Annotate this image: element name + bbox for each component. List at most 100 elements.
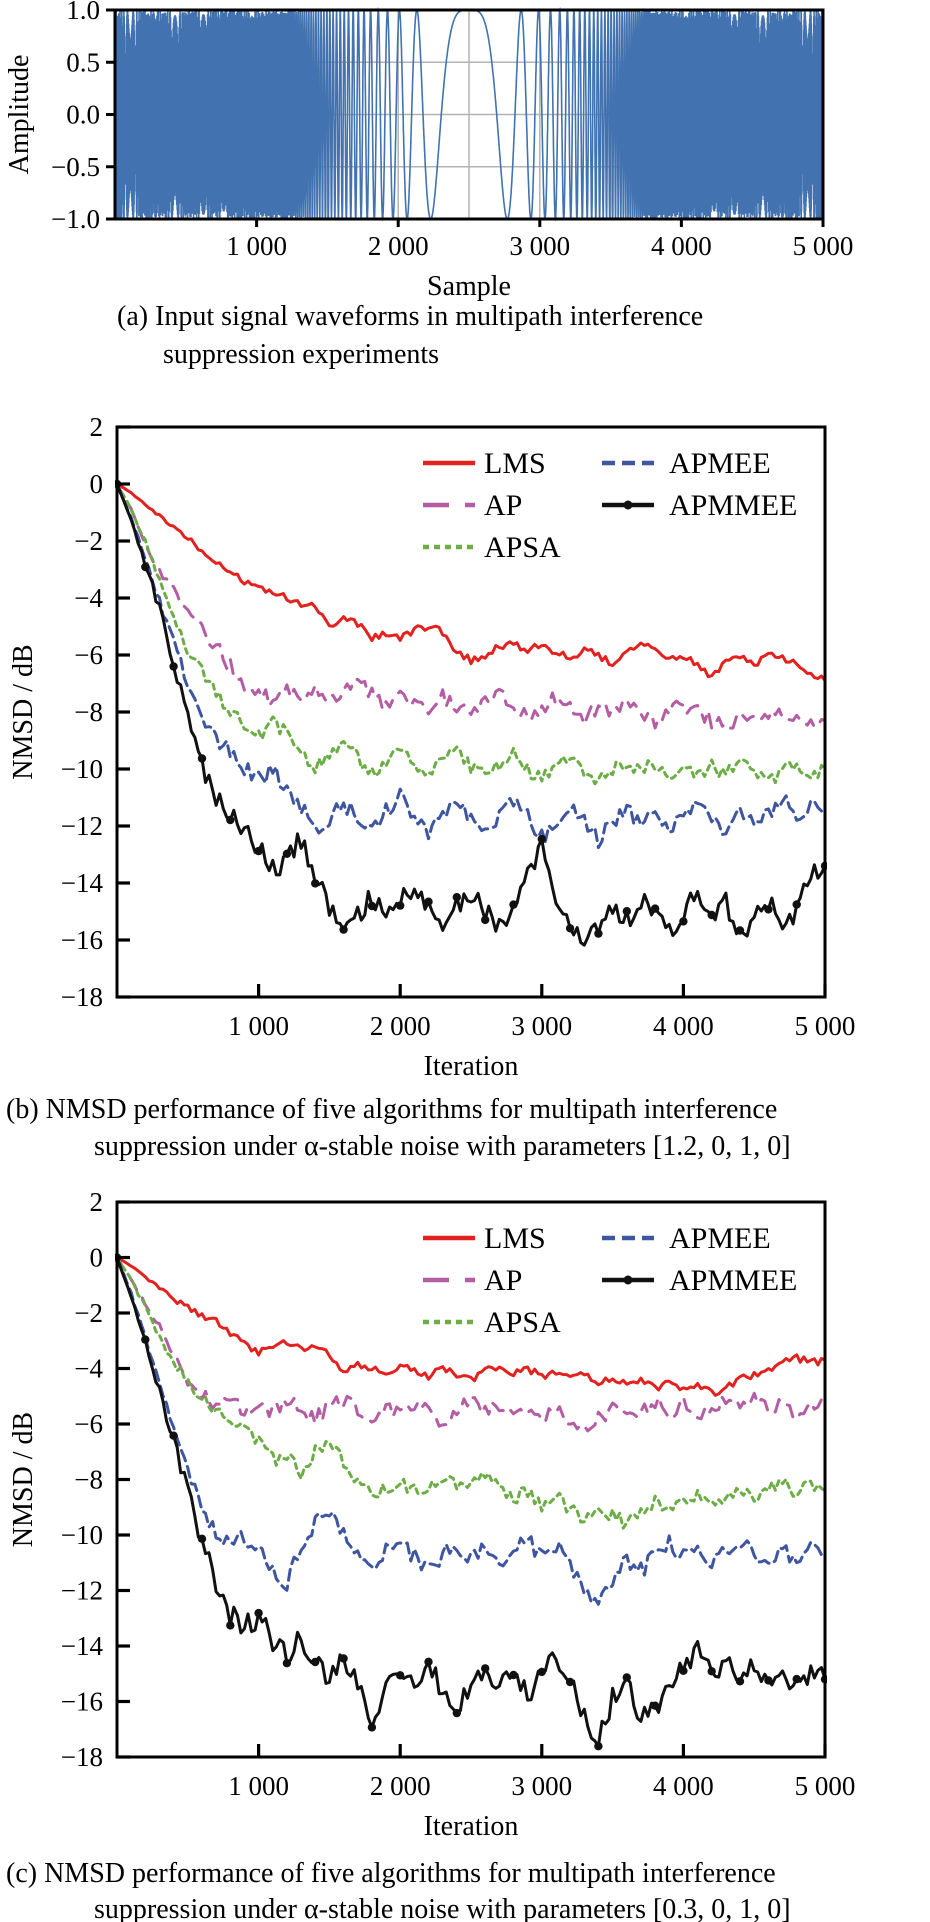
y-tick-label: 2 <box>90 412 104 442</box>
series-AP-path <box>115 482 827 730</box>
marker-dot <box>424 897 433 906</box>
legend-marker-dot <box>623 1275 633 1285</box>
x-tick-label: 4 000 <box>653 1011 714 1041</box>
x-tick-label: 4 000 <box>651 231 712 261</box>
marker-dot <box>792 1674 801 1684</box>
series-APMMEE-markers <box>115 479 827 938</box>
marker-dot <box>226 1621 235 1630</box>
chart-nmsd-b: 2 0 −2 −4 −6 −8 −10 −12 −14 −16 −18 1 000 2 000 3 000… <box>8 412 855 1082</box>
legend-label-AP: AP <box>484 489 522 522</box>
caption-a-line2: suppression experiments <box>163 339 440 370</box>
marker-dot <box>650 904 660 913</box>
series-APMEE-path <box>115 482 827 850</box>
y-tick-label: −16 <box>61 1687 103 1717</box>
y-axis-label: Amplitude <box>4 55 35 175</box>
x-tick-label: 5 000 <box>793 231 854 261</box>
legend: LMS AP APSA APMEE APMMEE <box>423 447 797 564</box>
caption-b-line1: (b) NMSD performance of five algorithms … <box>6 1094 778 1125</box>
x-tick-label: 3 000 <box>511 1011 572 1041</box>
marker-dot <box>226 815 235 825</box>
marker-dot <box>481 915 490 925</box>
x-tick-label: 2 000 <box>370 1011 431 1041</box>
marker-dot <box>509 1670 518 1680</box>
marker-dot <box>679 917 688 926</box>
y-tick-label: −18 <box>61 982 103 1012</box>
plot-area <box>115 479 827 947</box>
series-APMMEE-path <box>115 482 827 947</box>
marker-dot <box>141 1335 150 1344</box>
marker-dot <box>197 1534 207 1544</box>
marker-dot <box>565 1677 575 1687</box>
x-tick-label: 4 000 <box>653 1771 714 1801</box>
y-tick-label: −0.5 <box>51 152 100 182</box>
marker-dot <box>481 1664 490 1673</box>
y-tick-label: −18 <box>61 1742 103 1772</box>
y-tick-label: −2 <box>74 1298 103 1328</box>
y-tick-label: 0 <box>90 1243 104 1273</box>
y-tick-label: −10 <box>61 1520 103 1550</box>
marker-dot <box>509 900 518 909</box>
x-tick-label: 1 000 <box>228 1011 289 1041</box>
y-tick-label: −4 <box>74 583 103 613</box>
marker-dot <box>339 1654 348 1663</box>
y-tick-label: −12 <box>61 1576 103 1606</box>
y-tick-label: −14 <box>61 868 104 898</box>
marker-dot <box>792 900 801 909</box>
marker-dot <box>707 1667 716 1676</box>
marker-dot <box>452 1708 461 1718</box>
y-tick-label: 0 <box>90 469 104 499</box>
marker-dot <box>650 1701 660 1710</box>
marker-dot <box>339 925 348 934</box>
marker-dot <box>141 562 150 572</box>
marker-dot <box>367 1723 377 1732</box>
legend-label-APSA: APSA <box>484 1306 561 1339</box>
marker-dot <box>622 907 631 916</box>
x-tick-label: 5 000 <box>795 1771 856 1801</box>
y-tick-label: 2 <box>90 1187 104 1217</box>
y-tick-label: −1.0 <box>51 204 100 234</box>
x-tick-label: 1 000 <box>226 231 287 261</box>
marker-dot <box>282 1659 292 1668</box>
marker-dot <box>452 893 461 902</box>
x-tick-label: 3 000 <box>511 1771 572 1801</box>
marker-dot <box>254 1608 263 1618</box>
caption-c-line1: (c) NMSD performance of five algorithms … <box>6 1858 776 1889</box>
marker-dot <box>764 905 773 914</box>
y-tick-label: −12 <box>61 811 103 841</box>
marker-dot <box>594 929 603 938</box>
marker-dot <box>424 1657 433 1667</box>
y-tick-label: 0.0 <box>66 100 100 130</box>
marker-dot <box>679 1666 688 1676</box>
marker-dot <box>622 1673 631 1682</box>
legend-label-APMMEE: APMMEE <box>669 489 797 522</box>
x-tick-label: 2 000 <box>370 1771 431 1801</box>
caption-a-line1: (a) Input signal waveforms in multipath … <box>117 301 704 332</box>
marker-dot <box>537 1667 546 1677</box>
legend-label-APMEE: APMEE <box>669 1222 771 1255</box>
marker-dot <box>169 662 178 671</box>
legend-label-LMS: LMS <box>484 447 546 480</box>
marker-dot <box>396 1671 405 1680</box>
legend-marker-dot <box>623 500 633 510</box>
y-tick-label: −4 <box>74 1354 103 1384</box>
y-tick-label: −6 <box>74 1409 103 1439</box>
x-axis-label: Iteration <box>424 1051 519 1082</box>
legend-label-AP: AP <box>484 1264 522 1297</box>
marker-dot <box>594 1742 603 1751</box>
marker-dot <box>367 901 377 911</box>
series-AP-path <box>115 1256 827 1433</box>
marker-dot <box>311 879 320 888</box>
marker-dot <box>169 1431 178 1440</box>
caption-c-line2: suppression under α-stable noise with pa… <box>94 1894 791 1922</box>
series-APSA-path <box>115 482 827 786</box>
marker-dot <box>396 901 405 910</box>
x-axis-label: Sample <box>427 271 511 302</box>
y-tick-label: −16 <box>61 925 103 955</box>
marker-dot <box>707 910 716 920</box>
caption-b-line2: suppression under α-stable noise with pa… <box>94 1131 791 1162</box>
y-tick-label: −2 <box>74 526 103 556</box>
legend-label-LMS: LMS <box>484 1222 546 1255</box>
plot-area <box>115 1253 827 1751</box>
